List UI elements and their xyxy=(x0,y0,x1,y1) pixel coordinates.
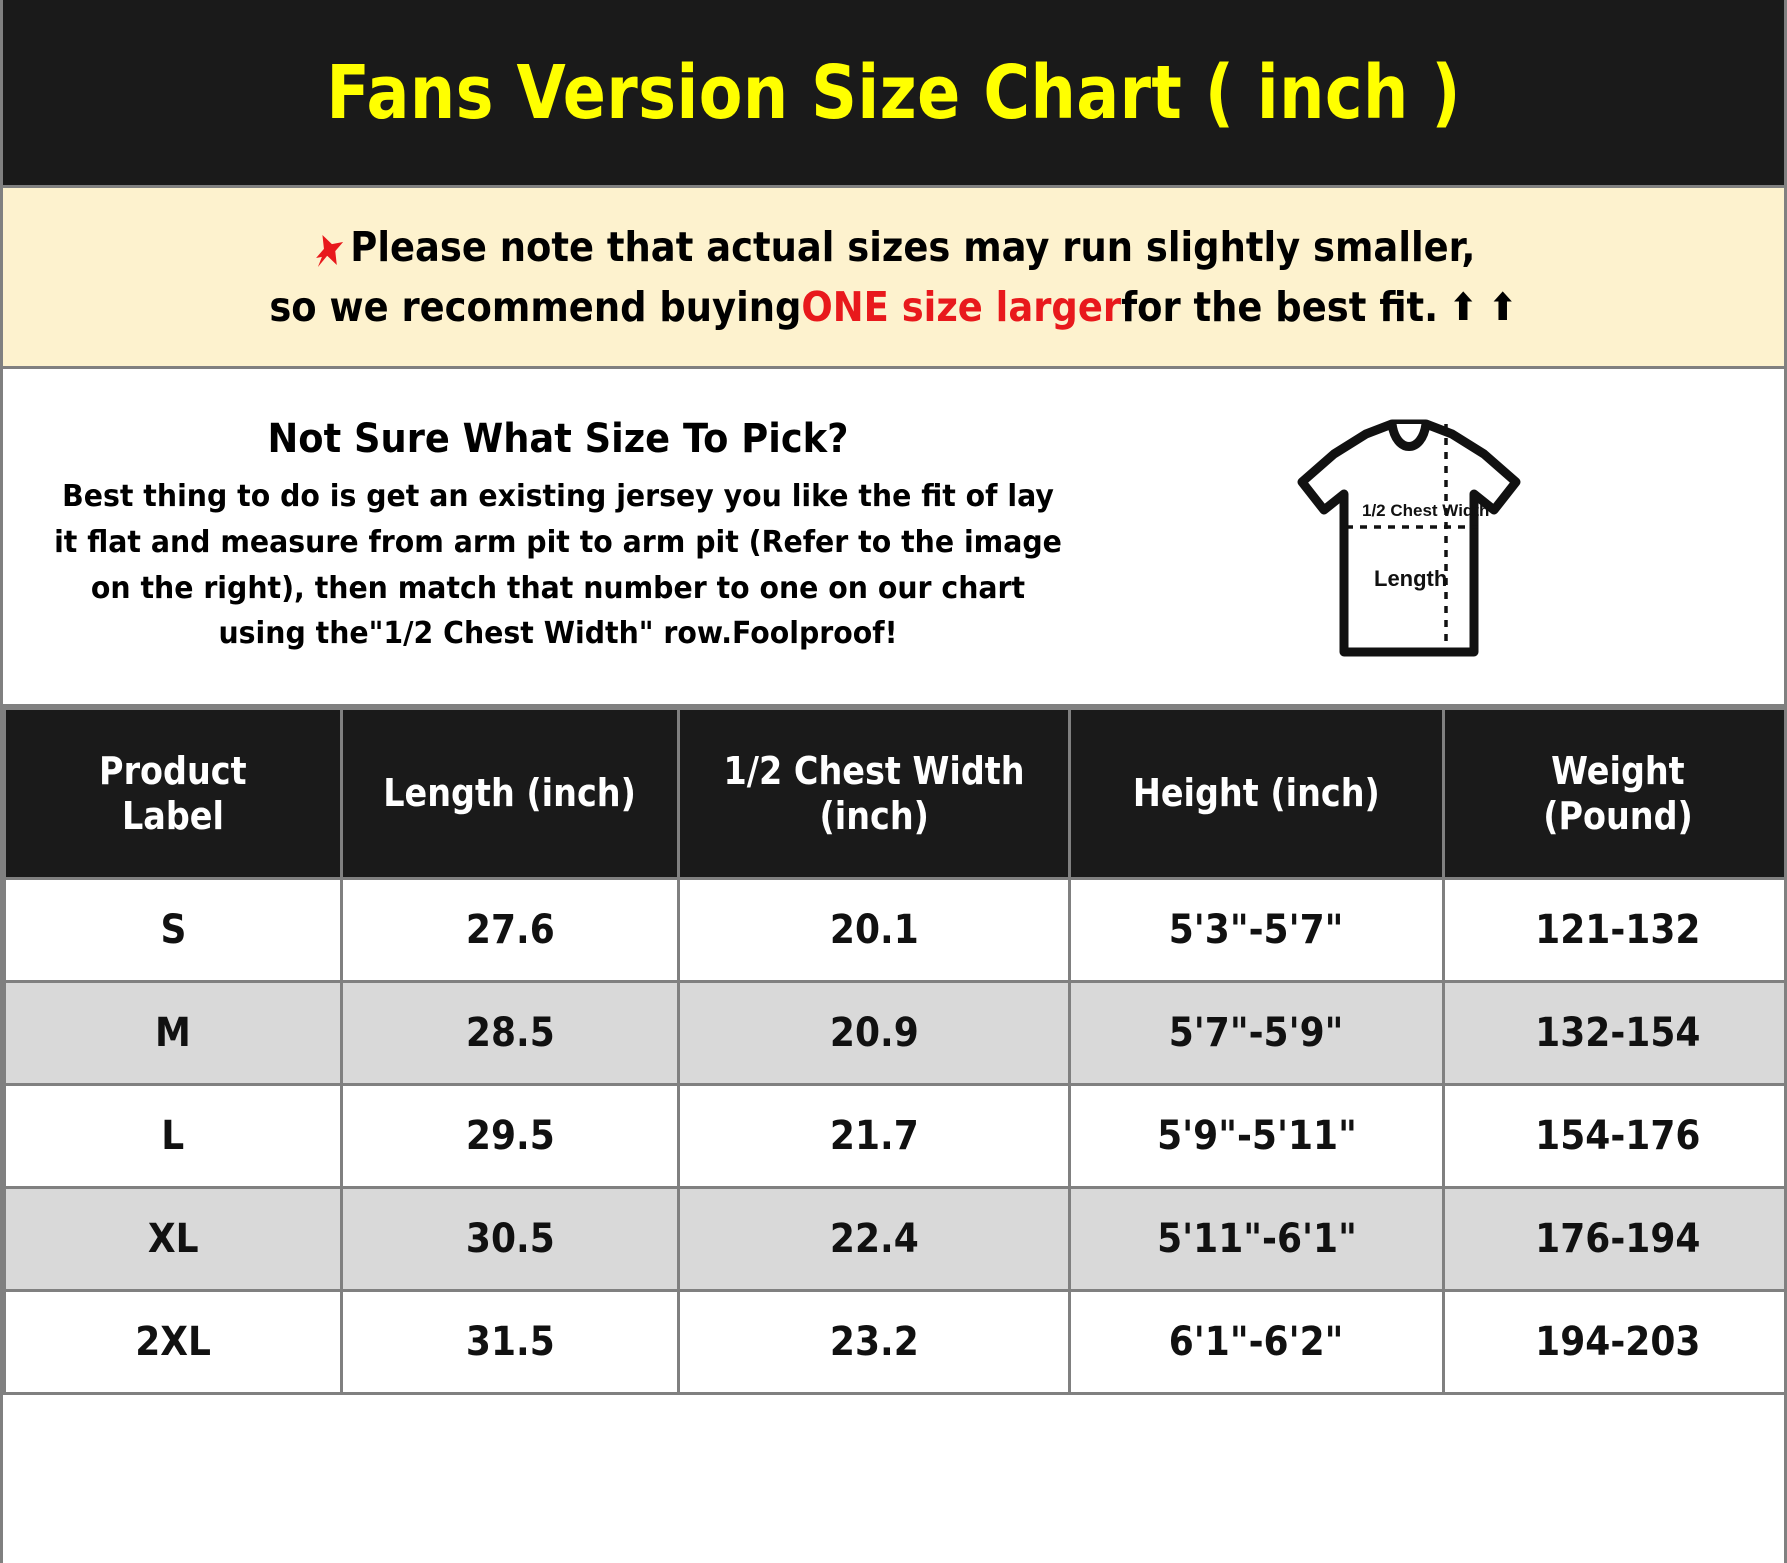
help-heading: Not Sure What Size To Pick? xyxy=(267,416,849,462)
size-table: Product Label Length (inch) 1/2 Chest Wi… xyxy=(3,707,1784,1395)
table-header-row: Product Label Length (inch) 1/2 Chest Wi… xyxy=(3,707,1784,880)
cell-weight: 176-194 xyxy=(1442,1186,1784,1292)
cell-length: 30.5 xyxy=(340,1186,680,1292)
arrow-up-icon-2: ⬆ xyxy=(1488,285,1518,329)
column-header-length: Length (inch) xyxy=(340,707,680,880)
column-header-height: Height (inch) xyxy=(1068,707,1445,880)
tshirt-measurement-diagram: 1/2 Chest Width Length xyxy=(1297,419,1520,656)
page-title: Fans Version Size Chart ( inch ) xyxy=(326,49,1461,136)
column-header-product-label: Product Label xyxy=(3,707,343,880)
cell-size-label: M xyxy=(3,980,343,1086)
cell-size-label: S xyxy=(3,877,343,983)
help-text-block: Not Sure What Size To Pick? Best thing t… xyxy=(3,416,1123,657)
table-row: M 28.5 20.9 5'7"-5'9" 132-154 xyxy=(3,980,1784,1086)
note-emphasis: ONE size larger xyxy=(801,283,1122,331)
cell-length: 28.5 xyxy=(340,980,680,1086)
cell-length: 29.5 xyxy=(340,1083,680,1189)
column-header-half-chest-width: 1/2 Chest Width (inch) xyxy=(677,707,1071,880)
size-note-banner: Please note that actual sizes may run sl… xyxy=(3,188,1784,369)
note-line-2-suffix: for the best fit. xyxy=(1121,283,1439,331)
table-row: 2XL 31.5 23.2 6'1"-6'2" 194-203 xyxy=(3,1289,1784,1395)
cell-height: 5'3"-5'7" xyxy=(1068,877,1445,983)
length-label: Length xyxy=(1374,566,1447,591)
tshirt-diagram-container: 1/2 Chest Width Length xyxy=(1123,402,1784,672)
cell-chest: 21.7 xyxy=(677,1083,1071,1189)
cell-length: 31.5 xyxy=(340,1289,680,1395)
title-banner: Fans Version Size Chart ( inch ) xyxy=(3,0,1784,188)
cell-height: 5'11"-6'1" xyxy=(1068,1186,1445,1292)
column-header-weight: Weight (Pound) xyxy=(1442,707,1784,880)
cell-chest: 20.9 xyxy=(677,980,1071,1086)
pushpin-icon xyxy=(311,229,349,271)
cell-weight: 154-176 xyxy=(1442,1083,1784,1189)
cell-height: 5'9"-5'11" xyxy=(1068,1083,1445,1189)
table-row: L 29.5 21.7 5'9"-5'11" 154-176 xyxy=(3,1083,1784,1189)
note-line-1: Please note that actual sizes may run sl… xyxy=(311,223,1476,271)
cell-height: 6'1"-6'2" xyxy=(1068,1289,1445,1395)
cell-weight: 121-132 xyxy=(1442,877,1784,983)
cell-length: 27.6 xyxy=(340,877,680,983)
note-line-2-prefix: so we recommend buying xyxy=(269,283,802,331)
table-row: XL 30.5 22.4 5'11"-6'1" 176-194 xyxy=(3,1186,1784,1292)
cell-weight: 194-203 xyxy=(1442,1289,1784,1395)
help-paragraph: Best thing to do is get an existing jers… xyxy=(54,479,1062,652)
chest-width-label: 1/2 Chest Width xyxy=(1362,501,1489,520)
arrow-up-icon-1: ⬆ xyxy=(1449,285,1478,329)
measuring-help-section: Not Sure What Size To Pick? Best thing t… xyxy=(3,369,1784,707)
cell-chest: 20.1 xyxy=(677,877,1071,983)
cell-chest: 23.2 xyxy=(677,1289,1071,1395)
cell-weight: 132-154 xyxy=(1442,980,1784,1086)
cell-size-label: 2XL xyxy=(3,1289,343,1395)
note-line-1-text: Please note that actual sizes may run sl… xyxy=(350,223,1476,271)
table-row: S 27.6 20.1 5'3"-5'7" 121-132 xyxy=(3,877,1784,983)
cell-chest: 22.4 xyxy=(677,1186,1071,1292)
cell-size-label: L xyxy=(3,1083,343,1189)
note-line-2: so we recommend buying ONE size larger f… xyxy=(270,283,1518,331)
cell-size-label: XL xyxy=(3,1186,343,1292)
cell-height: 5'7"-5'9" xyxy=(1068,980,1445,1086)
